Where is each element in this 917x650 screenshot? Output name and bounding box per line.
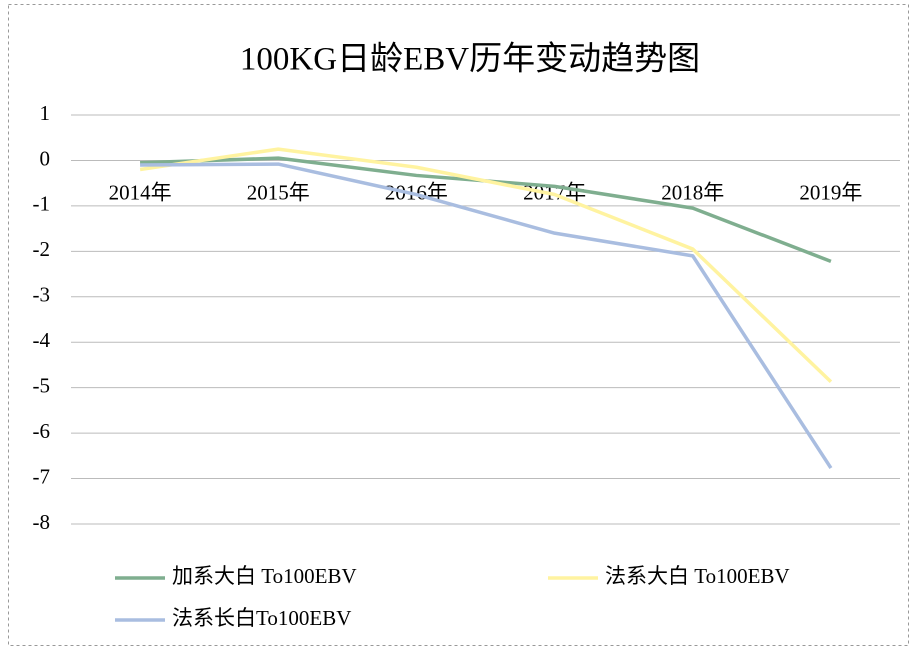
y-tick-label: -1 (33, 192, 51, 216)
legend-label: 加系大白 To100EBV (172, 564, 357, 588)
x-tick-label: 2015年 (247, 180, 310, 204)
legend-label: 法系大白 To100EBV (605, 564, 790, 588)
series-line (140, 156, 832, 263)
y-tick-label: 1 (40, 101, 51, 125)
y-tick-label: -6 (33, 419, 51, 443)
y-tick-label: -3 (33, 283, 51, 307)
y-tick-label: -5 (33, 373, 51, 397)
chart-title: 100KG日龄EBV历年变动趋势图 (240, 41, 700, 78)
series-line (140, 162, 833, 470)
y-tick-label: -7 (33, 464, 51, 488)
series-line (139, 147, 833, 384)
x-tick-label: 2014年 (109, 180, 172, 204)
legend-label: 法系长白To100EBV (172, 606, 351, 630)
chart-border (8, 4, 909, 646)
y-tick-label: -8 (33, 510, 51, 534)
y-tick-label: 0 (40, 146, 51, 170)
y-tick-label: -4 (33, 328, 51, 352)
x-tick-label: 2019年 (799, 180, 862, 204)
x-tick-label: 2018年 (661, 180, 724, 204)
y-tick-label: -2 (33, 237, 51, 261)
